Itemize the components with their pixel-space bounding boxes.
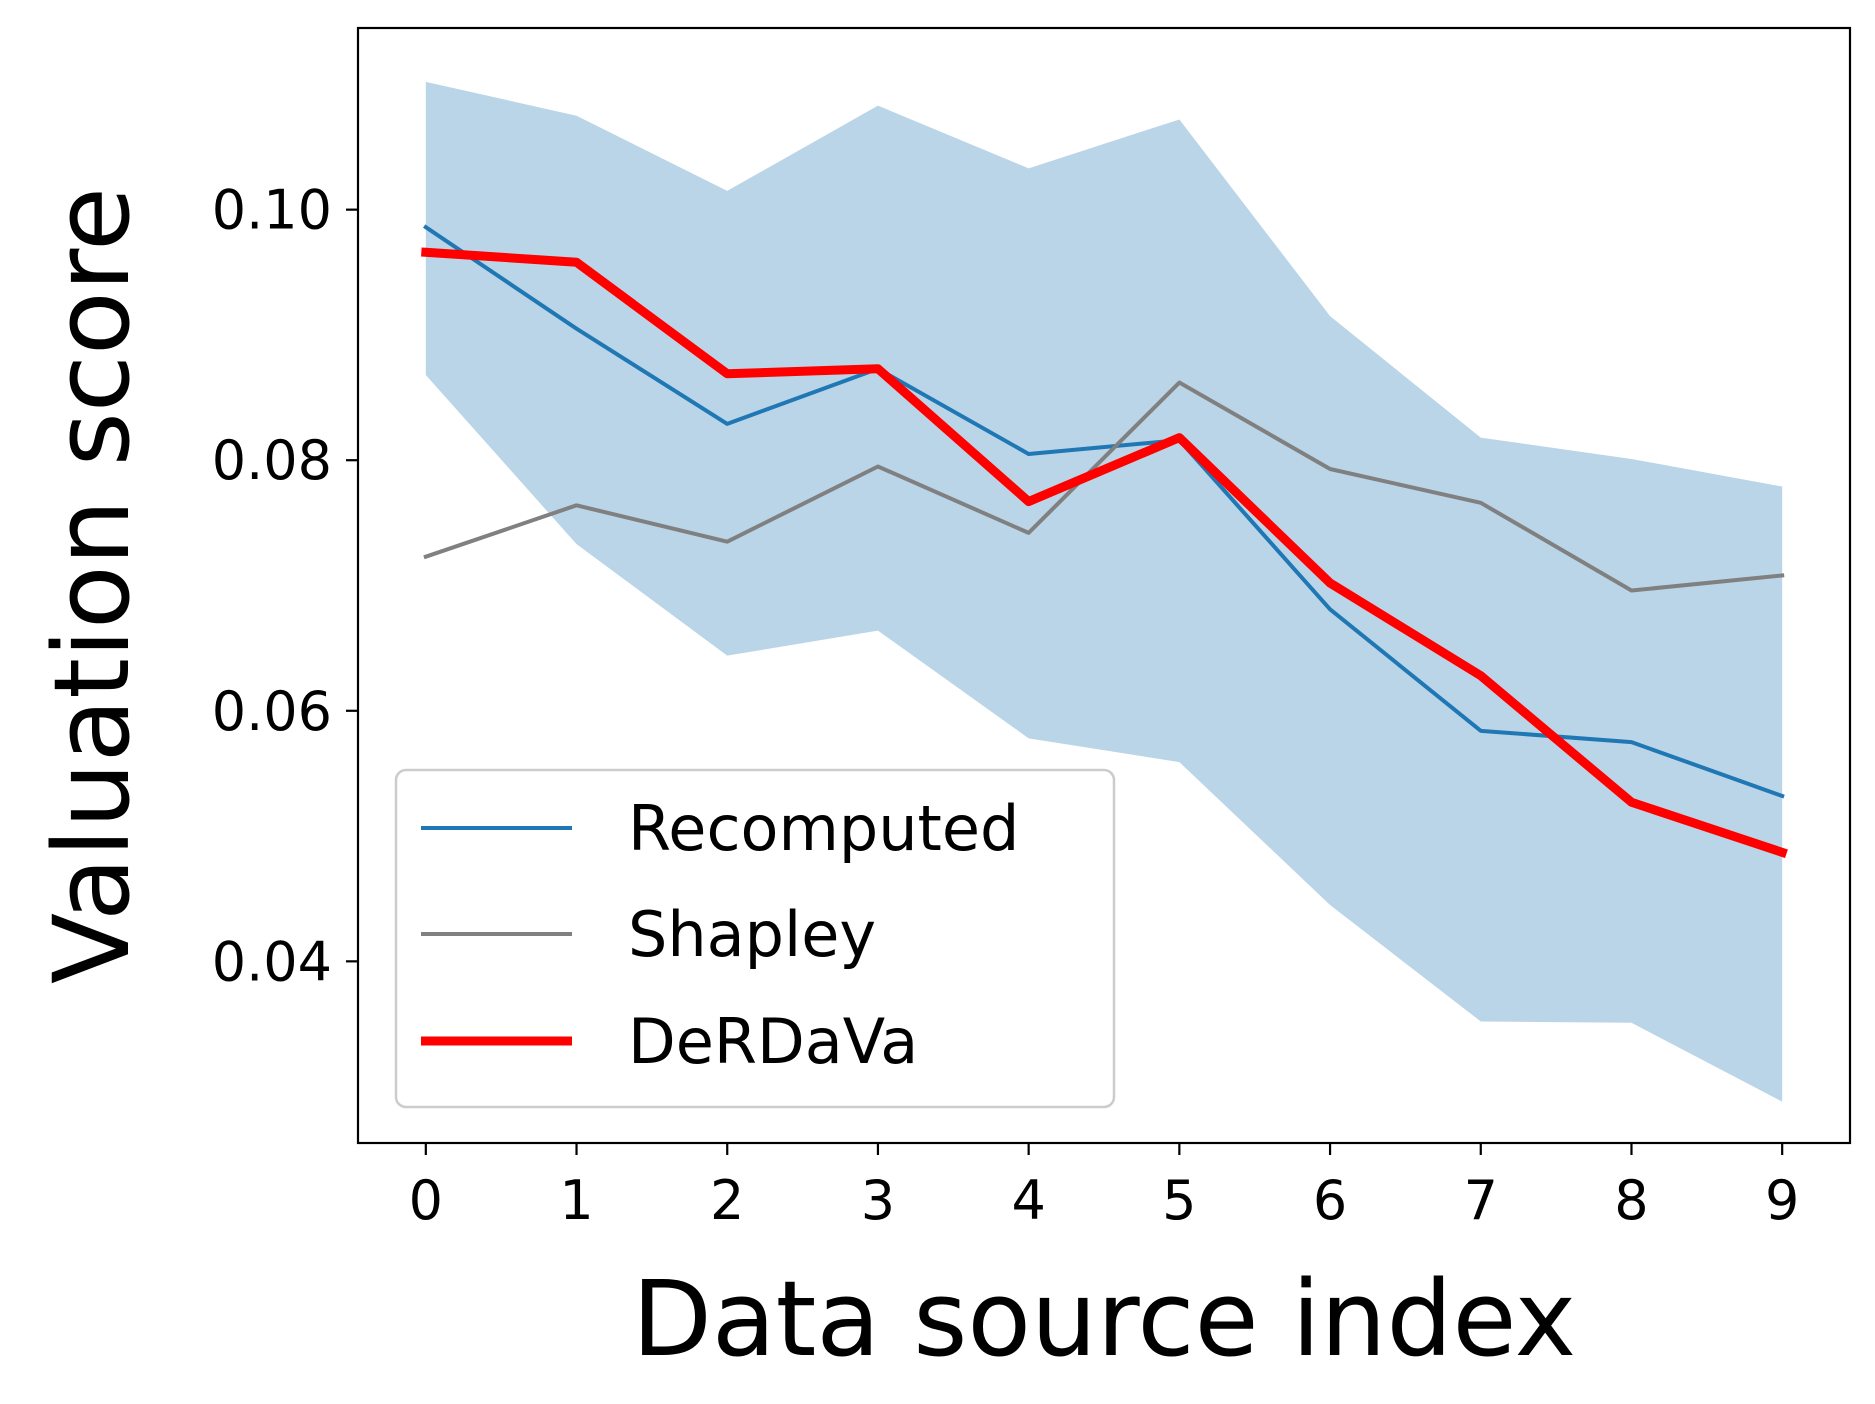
x-tick-label: 7 — [1464, 1169, 1498, 1232]
legend-box — [394, 768, 1116, 1109]
y-tick-label: 0.08 — [212, 429, 332, 492]
confidence-band — [425, 81, 1783, 1102]
y-tick-label: 0.10 — [212, 179, 332, 242]
series-line-shapley — [423, 380, 1785, 593]
series-line-derdava — [421, 247, 1788, 859]
x-tick-label: 0 — [409, 1169, 443, 1232]
x-axis-title: Data source index — [632, 1258, 1576, 1380]
legend-label-derdava: DeRDaVa — [628, 1005, 918, 1078]
x-tick-label: 3 — [861, 1169, 895, 1232]
plot-frame — [356, 26, 1852, 1145]
ticks-layer: 0 1 2 3 4 5 6 7 8 9 0.04 0.06 0.08 0.10 — [212, 179, 1800, 1232]
x-tick-label: 5 — [1162, 1169, 1196, 1232]
series-layer — [421, 224, 1788, 859]
y-tick-label: 0.04 — [212, 930, 332, 993]
legend-label-shapley: Shapley — [628, 898, 876, 971]
x-tick-label: 4 — [1011, 1169, 1045, 1232]
y-tick-label: 0.06 — [212, 680, 332, 743]
x-tick-label: 9 — [1765, 1169, 1799, 1232]
x-tick-label: 2 — [710, 1169, 744, 1232]
y-axis-title: Valuation score — [31, 187, 153, 984]
x-tick-label: 8 — [1614, 1169, 1648, 1232]
x-tick-label: 1 — [559, 1169, 593, 1232]
legend-label-recomputed: Recomputed — [628, 792, 1019, 865]
legend: Recomputed Shapley DeRDaVa — [394, 768, 1116, 1109]
confidence-band-layer — [425, 81, 1783, 1102]
x-tick-label: 6 — [1313, 1169, 1347, 1232]
